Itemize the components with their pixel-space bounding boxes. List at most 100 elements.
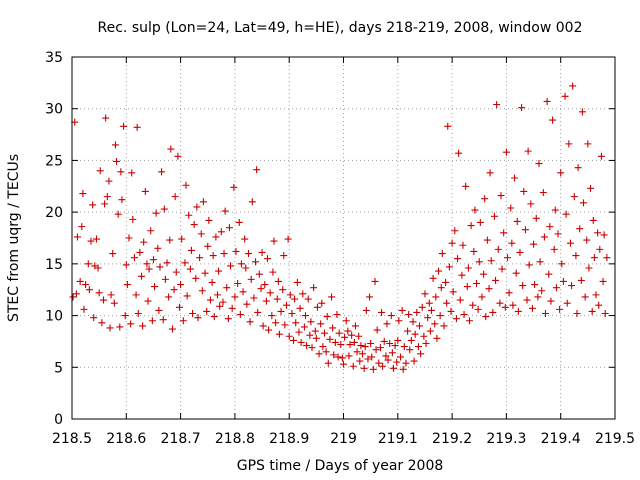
data-point xyxy=(331,338,339,346)
data-point xyxy=(359,350,367,358)
data-point xyxy=(212,233,220,241)
data-point xyxy=(543,97,551,105)
data-point xyxy=(333,311,341,319)
data-point xyxy=(241,235,249,243)
data-point xyxy=(322,348,330,356)
data-point xyxy=(514,307,522,315)
data-point xyxy=(467,222,475,230)
data-point xyxy=(220,250,228,258)
data-point xyxy=(435,267,443,275)
data-point xyxy=(519,282,527,290)
data-point xyxy=(600,231,608,239)
data-point xyxy=(414,343,422,351)
data-point xyxy=(167,145,175,153)
x-tick-label: 218.6 xyxy=(106,431,146,447)
data-point xyxy=(248,198,256,206)
data-point xyxy=(444,122,452,130)
data-point xyxy=(547,297,555,305)
y-tick-label: 25 xyxy=(45,153,63,169)
data-point xyxy=(406,346,414,354)
data-point xyxy=(171,193,179,201)
data-point xyxy=(98,319,106,327)
data-point xyxy=(221,207,229,215)
x-tick-label: 218.8 xyxy=(215,431,255,447)
data-point xyxy=(420,332,428,340)
data-points xyxy=(69,82,611,373)
data-point xyxy=(556,305,564,313)
data-point xyxy=(139,322,147,330)
data-point xyxy=(132,291,140,299)
data-point xyxy=(456,296,464,304)
data-point xyxy=(285,332,293,340)
data-point xyxy=(509,301,517,309)
data-point xyxy=(141,187,149,195)
data-point xyxy=(155,306,163,314)
data-point xyxy=(566,239,574,247)
data-point xyxy=(482,313,490,321)
data-point xyxy=(386,339,394,347)
data-point xyxy=(383,320,391,328)
data-point xyxy=(69,293,77,301)
data-point xyxy=(219,298,227,306)
data-point xyxy=(603,254,611,262)
x-tick-label: 219.3 xyxy=(486,431,526,447)
data-point xyxy=(225,224,233,232)
data-point xyxy=(350,338,358,346)
data-point xyxy=(561,92,569,100)
data-point xyxy=(583,236,591,244)
data-point xyxy=(538,287,546,295)
data-point xyxy=(578,108,586,116)
data-point xyxy=(493,101,501,109)
data-point xyxy=(279,286,287,294)
data-point xyxy=(562,210,570,218)
data-point xyxy=(436,312,444,320)
data-point xyxy=(362,306,370,314)
y-tick-label: 30 xyxy=(45,102,63,118)
data-point xyxy=(297,338,305,346)
data-point xyxy=(422,339,430,347)
data-point xyxy=(79,190,87,198)
data-point xyxy=(360,364,368,372)
y-tick-label: 5 xyxy=(54,360,63,376)
data-point xyxy=(511,174,519,182)
data-point xyxy=(589,216,597,224)
x-tick-label: 218.9 xyxy=(269,431,309,447)
data-point xyxy=(306,331,314,339)
data-point xyxy=(292,319,300,327)
data-point xyxy=(497,192,505,200)
data-point xyxy=(223,284,231,292)
data-point xyxy=(576,225,584,233)
data-point xyxy=(123,281,131,289)
data-point xyxy=(209,252,217,260)
data-point xyxy=(521,226,529,234)
x-tick-label: 219.2 xyxy=(432,431,472,447)
x-tick-label: 219.5 xyxy=(595,431,635,447)
data-point xyxy=(438,250,446,258)
data-point xyxy=(465,317,473,325)
data-point xyxy=(460,311,468,319)
data-point xyxy=(319,343,327,351)
data-point xyxy=(185,211,193,219)
data-point xyxy=(252,258,260,266)
data-point xyxy=(244,250,252,258)
data-point xyxy=(99,296,107,304)
grid xyxy=(72,57,615,419)
data-point xyxy=(559,277,567,285)
data-point xyxy=(304,295,312,303)
data-point xyxy=(585,264,593,272)
y-tick-label: 0 xyxy=(54,412,63,428)
data-point xyxy=(356,357,364,365)
data-point xyxy=(449,288,457,296)
data-point xyxy=(458,271,466,279)
data-point xyxy=(159,316,167,324)
data-point xyxy=(418,303,426,311)
data-point xyxy=(357,342,365,350)
data-point xyxy=(90,314,98,322)
data-point xyxy=(307,318,315,326)
data-point xyxy=(346,341,354,349)
data-point xyxy=(82,281,90,289)
data-point xyxy=(237,260,245,268)
data-point xyxy=(122,261,130,269)
data-point xyxy=(372,346,380,354)
data-point xyxy=(568,282,576,290)
